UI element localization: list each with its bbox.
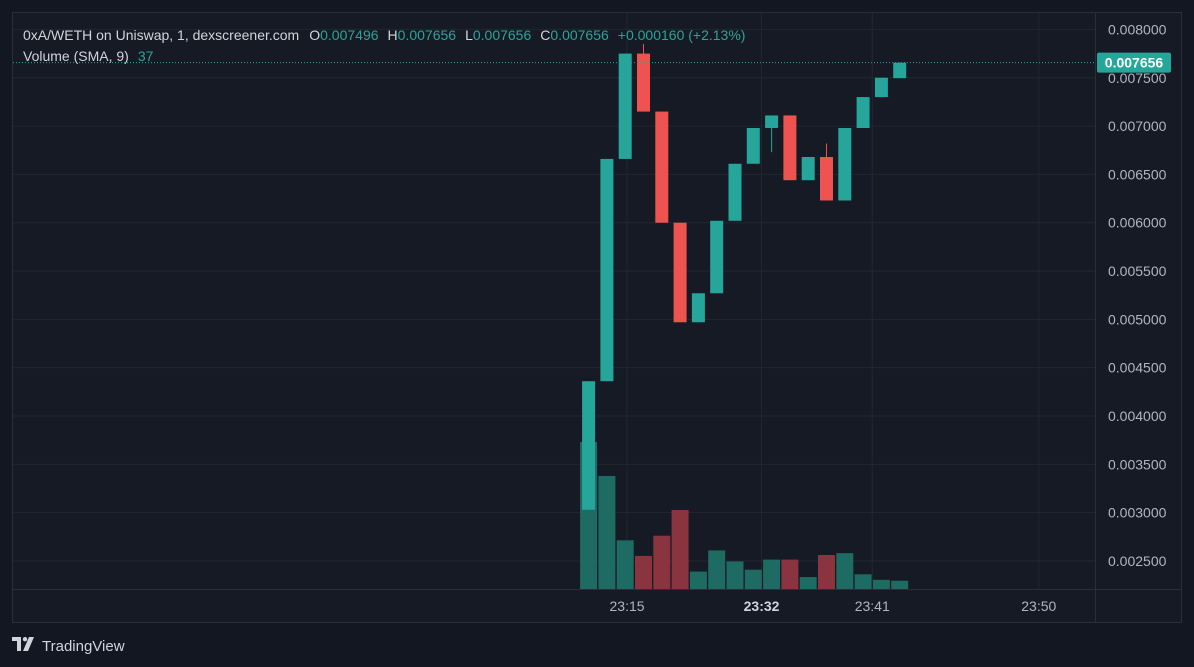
candle-body [820, 157, 833, 201]
volume-label[interactable]: Volume (SMA, 9) [23, 48, 129, 64]
brand-name: TradingView [42, 637, 125, 655]
volume-bar [872, 579, 890, 589]
time-tick-label: 23:41 [855, 598, 890, 614]
volume-bar [854, 574, 872, 589]
price-tick-label: 0.004500 [1108, 360, 1167, 376]
tradingview-brand[interactable]: TradingView [12, 637, 125, 655]
symbol-title[interactable]: 0xA/WETH on Uniswap, 1, dexscreener.com [23, 27, 300, 43]
candle-body [893, 62, 907, 79]
open-label: O [309, 27, 321, 43]
high-label: H [387, 27, 398, 43]
candles [582, 43, 907, 510]
volume-bar [726, 561, 744, 589]
volume-bar [818, 555, 835, 589]
price-tick-label: 0.008000 [1108, 21, 1167, 37]
close-label: C [540, 27, 551, 43]
price-tick-label: 0.005500 [1108, 263, 1167, 279]
volume-bar [598, 475, 616, 589]
volume-bar [689, 571, 707, 589]
candle-body [838, 128, 852, 201]
volume-bar [671, 509, 689, 589]
open-value: 0.007496 [320, 27, 379, 43]
low-label: L [465, 27, 473, 43]
tradingview-logo-icon [12, 637, 36, 655]
price-tick-label: 0.004000 [1108, 408, 1167, 424]
candle-body [600, 158, 614, 382]
volume-bar [781, 559, 799, 589]
volume-bar [744, 569, 762, 589]
candle-body [655, 111, 669, 223]
chart-pane[interactable]: 0.008000 0.007500 0.007000 0.006500 0.006000… [12, 12, 1182, 623]
price-tick-label: 0.003500 [1108, 456, 1167, 472]
candle-body [746, 128, 760, 164]
volume-value: 37 [137, 48, 154, 64]
candle-body [673, 222, 687, 323]
price-tick-label: 0.002500 [1108, 553, 1167, 569]
candle-body [856, 97, 870, 129]
volume-bar [653, 535, 671, 589]
candle-body [765, 115, 779, 129]
candle-body [582, 381, 596, 510]
candle-body [874, 77, 888, 98]
candle-body [710, 220, 724, 294]
candle-body [618, 53, 632, 159]
volume-bar [891, 580, 909, 589]
candle-body [637, 53, 650, 112]
candle-body [728, 163, 742, 221]
change-value: +0.000160 (+2.13%) [617, 27, 746, 43]
candle-body [783, 115, 797, 181]
price-tick-label: 0.006500 [1108, 166, 1167, 182]
candle-body [801, 157, 815, 181]
candle-body [691, 293, 705, 323]
last-price-label: 0.007656 [1105, 55, 1164, 71]
time-tick-label: 23:50 [1021, 598, 1056, 614]
time-tick-label: 23:15 [610, 598, 645, 614]
volume-legend-row: Volume (SMA, 9) 37 [23, 46, 754, 67]
volume-bar [708, 550, 726, 589]
grid-lines [13, 13, 1095, 589]
price-tick-label: 0.005000 [1108, 311, 1167, 327]
volume-bar [799, 577, 817, 589]
price-tick-label: 0.007500 [1108, 70, 1167, 86]
price-tick-label: 0.006000 [1108, 215, 1167, 231]
last-price-badge [1097, 52, 1171, 73]
ohlc-legend-row: 0xA/WETH on Uniswap, 1, dexscreener.com … [23, 25, 754, 46]
high-value: 0.007656 [397, 27, 457, 43]
volume-bar [763, 559, 781, 589]
close-value: 0.007656 [550, 27, 609, 43]
low-value: 0.007656 [472, 27, 532, 43]
price-tick-label: 0.003000 [1108, 505, 1167, 521]
volume-bar [635, 555, 652, 589]
legend: 0xA/WETH on Uniswap, 1, dexscreener.com … [23, 25, 754, 67]
time-tick-label: 23:32 [744, 598, 780, 614]
axes: 0.008000 0.007500 0.007000 0.006500 0.006000… [13, 13, 1181, 622]
volume-bar [616, 540, 634, 589]
volume-bar [836, 553, 854, 589]
candlestick-chart[interactable]: 0.008000 0.007500 0.007000 0.006500 0.006000… [13, 13, 1181, 622]
price-tick-label: 0.007000 [1108, 118, 1167, 134]
